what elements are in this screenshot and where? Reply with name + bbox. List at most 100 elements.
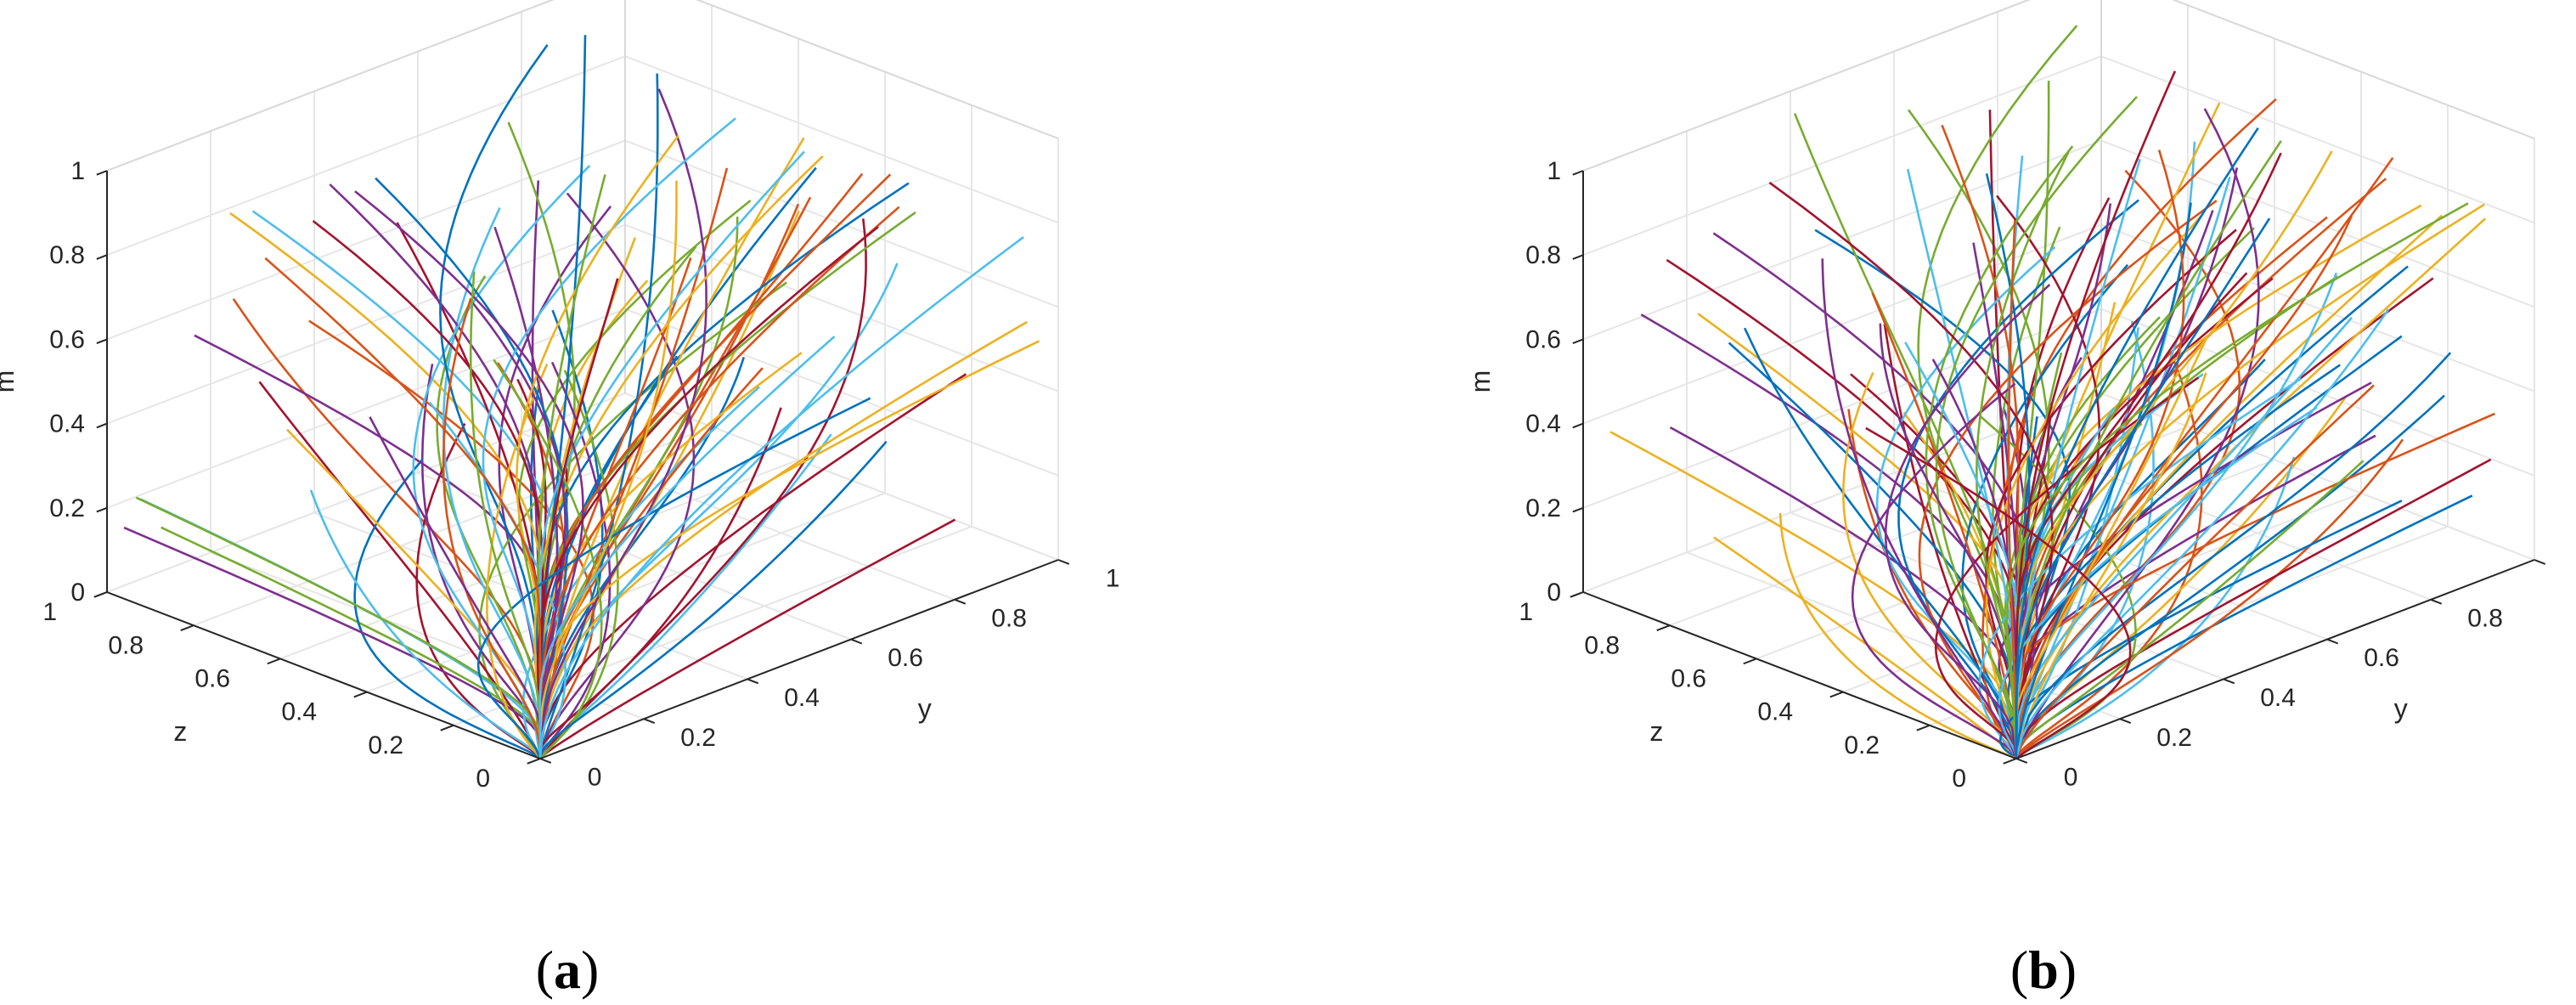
trajectory-line — [486, 363, 549, 759]
grid-line — [624, 392, 1059, 561]
trajectory-line — [538, 216, 739, 759]
trajectory-line — [353, 458, 541, 759]
z-tick — [96, 422, 108, 429]
z-tick — [1572, 170, 1584, 176]
x-axis-line — [539, 559, 1059, 759]
trajectory-line — [1941, 124, 2020, 759]
z-tick-label: 0.2 — [1525, 494, 1561, 522]
trajectory-line — [538, 180, 678, 759]
grid-line — [2100, 55, 2535, 224]
trajectory-line — [538, 336, 836, 759]
x-tick — [2015, 758, 2028, 764]
x-tick-label: 0.6 — [2364, 644, 2399, 672]
grid-line — [2100, 308, 2535, 477]
trajectory-line — [2015, 272, 2338, 759]
z-tick — [96, 338, 108, 345]
x-tick-label: 0.8 — [991, 604, 1027, 632]
grid-line — [210, 551, 645, 720]
trajectory-line — [436, 275, 542, 759]
z-tick — [96, 254, 108, 260]
trajectory-line — [538, 361, 612, 759]
x-tick — [1057, 559, 1070, 565]
y-tick — [180, 624, 194, 631]
y-tick — [1656, 624, 1671, 631]
x-tick — [747, 678, 759, 685]
x-tick — [2119, 718, 2132, 725]
x-tick — [2430, 598, 2443, 605]
trajectory-line — [1871, 292, 2018, 759]
box-edge — [2172, 0, 2535, 139]
y-tick-label: 0.6 — [194, 664, 230, 692]
box-edge — [1582, 0, 2031, 172]
y-tick — [1570, 591, 1584, 598]
x-tick-label: 0.2 — [680, 724, 716, 752]
grid-line — [106, 223, 626, 425]
y-tick — [267, 658, 281, 665]
trajectory-line — [2005, 202, 2469, 759]
trajectory-line — [309, 489, 542, 759]
trajectory-line — [1885, 284, 2051, 759]
trajectory-line — [2015, 108, 2260, 759]
trajectory-line — [538, 206, 900, 759]
y-tick-label: 0.8 — [1584, 631, 1620, 659]
y-tick — [1743, 658, 1757, 665]
caption-b: (b) — [2010, 940, 2077, 1000]
y-tick — [440, 724, 454, 731]
y-axis-label: z — [173, 716, 187, 747]
y-axis-label: z — [1649, 716, 1663, 747]
x-tick-label: 0.4 — [784, 684, 820, 712]
trajectory-line — [1978, 377, 2303, 759]
grid-line — [624, 308, 1059, 477]
x-axis-label: y — [2394, 693, 2408, 724]
z-tick — [1572, 422, 1584, 429]
x-tick — [2326, 638, 2339, 645]
y-tick-label: 0.2 — [368, 731, 403, 759]
trajectory-line — [538, 167, 817, 759]
trajectory-line — [2015, 316, 2353, 759]
trajectory-line — [2015, 176, 2231, 759]
back-wall-y — [625, 0, 1058, 560]
trajectory-line — [354, 190, 584, 759]
trajectory-line — [1917, 25, 2078, 759]
x-tick-label: 0.4 — [2260, 684, 2296, 712]
z-tick — [1572, 338, 1584, 345]
y-tick-label: 0.6 — [1671, 664, 1706, 692]
x-tick — [2534, 559, 2546, 565]
z-tick-label: 1 — [1547, 157, 1561, 185]
y-tick — [2003, 758, 2017, 765]
z-tick-label: 0.4 — [1525, 410, 1561, 438]
trajectory-line — [2015, 217, 2271, 759]
z-tick — [96, 170, 108, 176]
trajectory-line — [1931, 359, 2018, 759]
grid-line — [624, 139, 1059, 308]
trajectory-line — [1768, 181, 2054, 759]
y-tick — [1829, 691, 1844, 698]
z-axis-label: m — [0, 370, 20, 393]
x-tick-label: 0 — [588, 764, 602, 792]
trajectory-line — [517, 199, 752, 759]
z-tick-label: 0.6 — [49, 325, 85, 353]
grid-line — [106, 308, 626, 509]
z-tick-label: 0.8 — [1525, 241, 1561, 269]
grid-line — [624, 223, 1059, 392]
trajectory-line — [264, 257, 542, 759]
z-tick-label: 0.6 — [1525, 325, 1561, 353]
trajectory-line — [2015, 438, 2404, 759]
grid-line — [417, 471, 852, 641]
x-tick-label: 0 — [2064, 764, 2078, 792]
trajectory-line — [1897, 199, 2139, 759]
y-tick — [353, 691, 368, 698]
back-wall-z — [1583, 0, 2101, 592]
z-tick-label: 0.8 — [49, 241, 85, 269]
floor-pane — [1583, 393, 2534, 759]
z-tick — [1572, 506, 1584, 513]
trajectory-line — [1985, 229, 2237, 759]
trajectory-line — [1821, 258, 2018, 759]
x-tick-label: 1 — [1106, 565, 1120, 593]
floor-pane — [107, 393, 1058, 759]
y-tick-label: 0 — [476, 765, 490, 793]
x-axis-line — [2015, 559, 2535, 759]
trajectory-line — [538, 278, 619, 759]
trajectory-line — [2015, 308, 2390, 759]
box-edge — [106, 0, 555, 172]
